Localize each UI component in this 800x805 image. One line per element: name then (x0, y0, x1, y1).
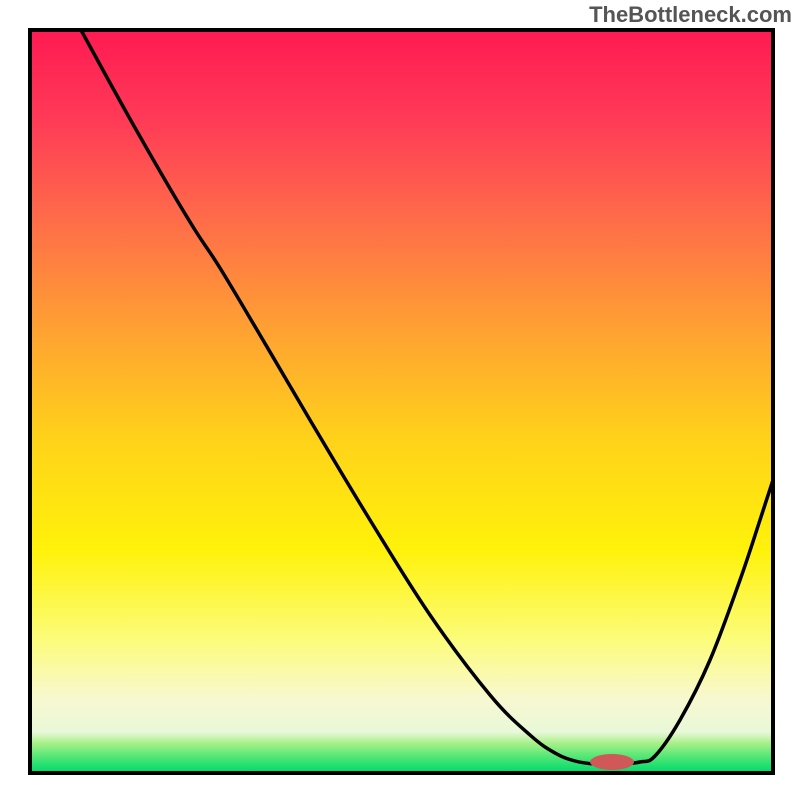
optimal-marker (590, 754, 634, 770)
chart-svg (0, 0, 800, 800)
watermark-text: TheBottleneck.com (589, 2, 792, 28)
bottleneck-chart: TheBottleneck.com (0, 0, 800, 800)
